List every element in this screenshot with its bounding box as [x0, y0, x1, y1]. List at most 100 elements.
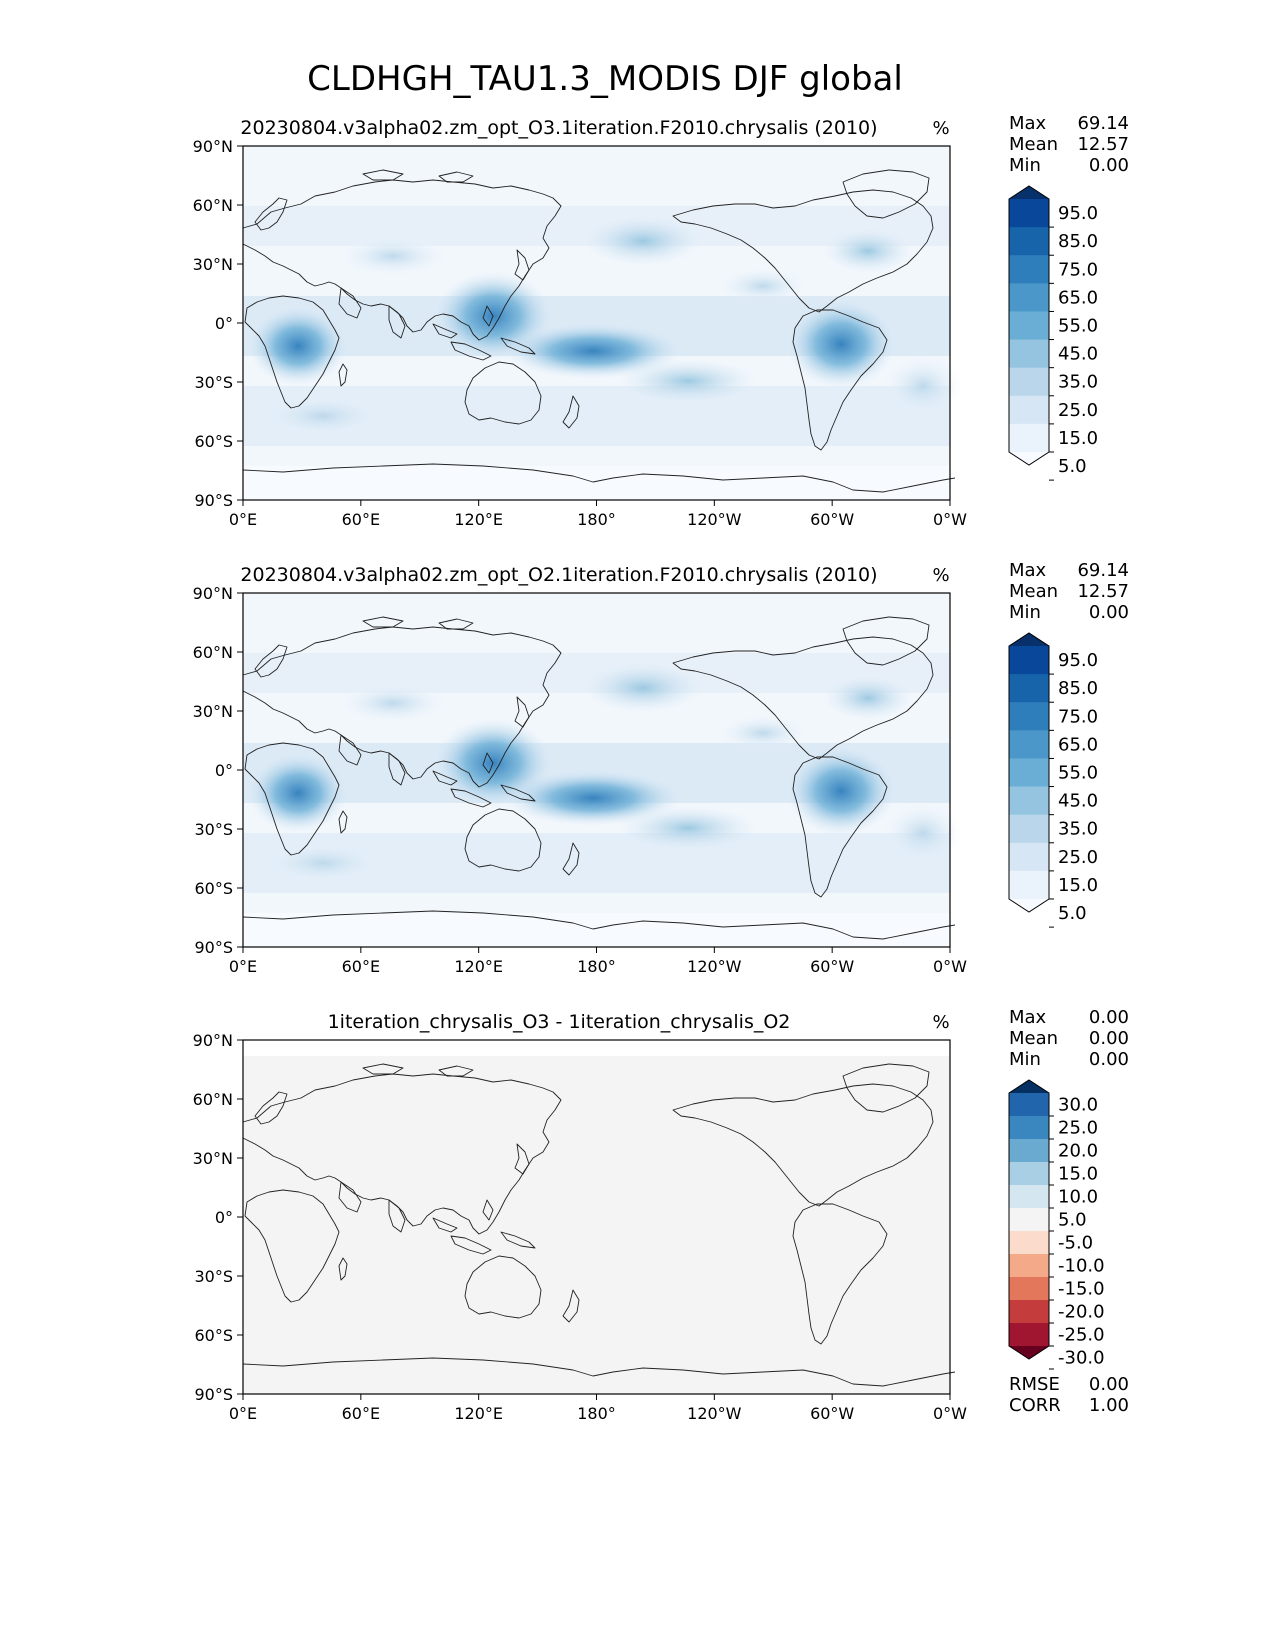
lat-tick-label: 30°S	[194, 373, 233, 392]
colorbar-tick-label: 45.0	[1058, 344, 1098, 365]
colorbar-segment	[1009, 1093, 1049, 1117]
stat-value: 12.57	[1077, 581, 1129, 602]
map-background	[243, 1040, 950, 1394]
colorbar-tick-label: 75.0	[1058, 259, 1098, 280]
stat-label: Max	[1009, 560, 1047, 581]
colorbar-segment	[1009, 339, 1049, 369]
extra-stats-block: RMSE 0.00 CORR 1.00	[1009, 1374, 1129, 1416]
colorbar-tick-label: 5.0	[1058, 1210, 1087, 1231]
colorbar-tick-label: 95.0	[1058, 203, 1098, 224]
lat-tick-label: 0°	[215, 761, 233, 780]
colorbar-tick-label: 65.0	[1058, 287, 1098, 308]
units-label: %	[932, 1012, 949, 1033]
figure-title: CLDHGH_TAU1.3_MODIS DJF global	[307, 59, 903, 99]
lon-tick-label: 0°W	[933, 957, 967, 976]
map-panel-3: 1iteration_chrysalis_O3 - 1iteration_chr…	[193, 1007, 1129, 1423]
colorbar-tick-label: 65.0	[1058, 734, 1098, 755]
colorbar-extend-max	[1009, 1080, 1049, 1093]
stat-label: Min	[1009, 602, 1041, 623]
stat-value: 69.14	[1077, 113, 1129, 134]
stats-block: Max 0.00 Mean 0.00 Min 0.00	[1009, 1007, 1129, 1070]
colorbar-tick-label: 15.0	[1058, 1164, 1098, 1185]
colorbar: 30.025.020.015.010.05.0-5.0-10.0-15.0-20…	[1008, 1079, 1105, 1370]
colorbar-segment	[1009, 1254, 1049, 1278]
lon-tick-label: 120°E	[454, 510, 503, 529]
lat-tick-label: 60°S	[194, 879, 233, 898]
stats-block: Max 69.14 Mean 12.57 Min 0.00	[1009, 560, 1129, 623]
lon-tick-label: 180°	[577, 510, 616, 529]
colorbar-tick-label: -15.0	[1058, 1279, 1105, 1300]
colorbar-segment	[1009, 1185, 1049, 1209]
colorbar-segment	[1009, 1116, 1049, 1140]
colorbar-tick-label: 85.0	[1058, 231, 1098, 252]
lon-tick-label: 60°E	[342, 510, 380, 529]
stat-value: 1.00	[1089, 1395, 1129, 1416]
colorbar-tick-label: 25.0	[1058, 400, 1098, 421]
lat-tick-label: 90°S	[194, 938, 233, 957]
lat-axis: 90°N 60°N 30°N 0° 30°S 60°S 90°S	[193, 584, 243, 957]
colorbar-segment	[1009, 758, 1049, 788]
panel-title: 20230804.v3alpha02.zm_opt_O3.1iteration.…	[240, 117, 877, 139]
colorbar-extend-max	[1009, 186, 1049, 199]
stat-label: RMSE	[1009, 1374, 1060, 1395]
lon-tick-label: 120°W	[687, 1404, 742, 1423]
lat-tick-label: 30°N	[193, 255, 233, 274]
map-panel-2: 20230804.v3alpha02.zm_opt_O2.1iteration.…	[193, 560, 1129, 976]
colorbar-segment	[1009, 255, 1049, 284]
colorbar-segment	[1009, 367, 1049, 397]
stat-label: Mean	[1009, 134, 1058, 155]
stat-value: 0.00	[1089, 1028, 1129, 1049]
stat-value: 0.00	[1089, 1049, 1129, 1070]
lon-tick-label: 120°E	[454, 957, 503, 976]
lat-tick-label: 90°N	[193, 1031, 233, 1050]
colorbar-segment	[1009, 1231, 1049, 1255]
colorbar-extend-min	[1009, 452, 1049, 465]
colorbar-segment	[1009, 786, 1049, 816]
lat-tick-label: 0°	[215, 1208, 233, 1227]
colorbar-tick-label: -30.0	[1058, 1348, 1105, 1369]
lat-tick-label: 0°	[215, 314, 233, 333]
colorbar: 95.0 85.0 75.0 65.0 55.0 45.0 35.0 25.0 15.0 5.0	[1008, 632, 1098, 928]
colorbar-tick-label: 55.0	[1058, 316, 1098, 337]
stat-value: 69.14	[1077, 560, 1129, 581]
colorbar-extend-min	[1009, 1346, 1049, 1359]
colorbar-segment	[1009, 1208, 1049, 1232]
colorbar-segment	[1009, 423, 1049, 453]
colorbar-segment	[1009, 1300, 1049, 1324]
colorbar-tick-label: 35.0	[1058, 372, 1098, 393]
lat-tick-label: 90°S	[194, 491, 233, 510]
no-data-band	[243, 1040, 950, 1056]
panel-title: 20230804.v3alpha02.zm_opt_O2.1iteration.…	[240, 564, 877, 586]
colorbar-tick-label: 5.0	[1058, 903, 1087, 924]
colorbar-tick-label: 55.0	[1058, 763, 1098, 784]
colorbar-extend-min	[1009, 899, 1049, 912]
lat-tick-label: 90°N	[193, 584, 233, 603]
colorbar-tick-label: 85.0	[1058, 678, 1098, 699]
colorbar-tick-label: 45.0	[1058, 791, 1098, 812]
colorbar-tick-label: 35.0	[1058, 819, 1098, 840]
map-area	[242, 593, 963, 947]
colorbar-tick-label: 95.0	[1058, 650, 1098, 671]
lon-tick-label: 120°E	[454, 1404, 503, 1423]
lon-tick-label: 60°W	[810, 510, 854, 529]
stat-label: Max	[1009, 113, 1047, 134]
lon-tick-label: 60°W	[810, 1404, 854, 1423]
stat-label: CORR	[1009, 1395, 1061, 1416]
lat-tick-label: 60°S	[194, 432, 233, 451]
panels: 20230804.v3alpha02.zm_opt_O3.1iteration.…	[193, 113, 1129, 1423]
stat-label: Min	[1009, 155, 1041, 176]
colorbar-tick-label: 15.0	[1058, 428, 1098, 449]
lon-tick-label: 180°	[577, 1404, 616, 1423]
lon-tick-label: 60°E	[342, 957, 380, 976]
map-area	[242, 146, 963, 500]
lon-axis: 0°E 60°E 120°E 180° 120°W 60°W 0°W	[229, 500, 967, 529]
lat-tick-label: 60°S	[194, 1326, 233, 1345]
units-label: %	[932, 565, 949, 586]
stat-value: 12.57	[1077, 134, 1129, 155]
colorbar-segment	[1009, 674, 1049, 703]
stat-value: 0.00	[1089, 1374, 1129, 1395]
colorbar-tick-label: 25.0	[1058, 847, 1098, 868]
colorbar-tick-label: 10.0	[1058, 1187, 1098, 1208]
colorbar-segment	[1009, 1162, 1049, 1186]
